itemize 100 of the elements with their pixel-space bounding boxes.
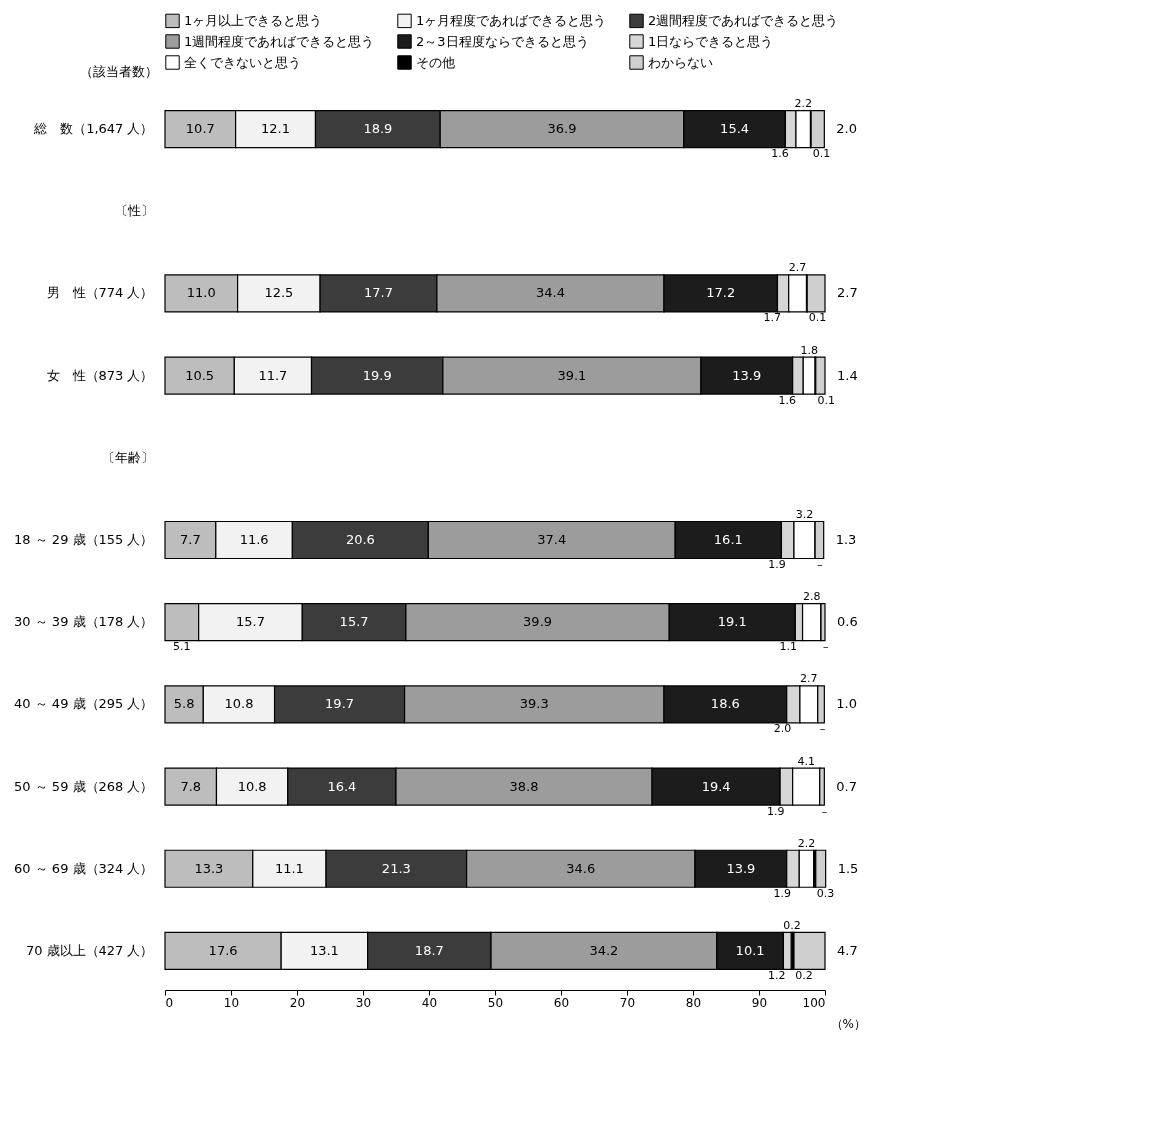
data-label: 15.7 (235, 614, 265, 630)
data-label: 3.2 (795, 508, 814, 521)
data-label: 1.1 (779, 640, 797, 654)
data-label: 21.3 (381, 860, 411, 876)
data-label: 17.2 (706, 285, 736, 301)
data-label: 17.7 (364, 285, 393, 301)
y-tick-label: 18 ～ 29 歳（155 人） (14, 532, 154, 547)
data-label: 0.1 (812, 147, 831, 161)
data-label: 39.9 (523, 614, 553, 630)
data-label: 34.2 (589, 942, 619, 958)
data-label: 1.9 (766, 804, 785, 818)
data-label: – (817, 558, 823, 571)
data-label: 0.1 (817, 393, 835, 407)
data-label: 18.9 (363, 121, 393, 137)
x-tick-label: 100 (802, 995, 826, 1010)
legend-label: わからない (648, 54, 713, 70)
legend-label: 1ヶ月程度であればできると思う (416, 12, 607, 28)
y-tick-label: 〔性〕 (114, 203, 154, 219)
data-label: 10.1 (735, 942, 765, 958)
data-label: 37.4 (537, 532, 567, 547)
x-tick-label: 60 (553, 995, 570, 1010)
data-label: – (821, 804, 828, 818)
data-label: 2.2 (797, 836, 816, 850)
data-label: 0.2 (783, 918, 801, 932)
data-label: 17.6 (208, 942, 238, 958)
data-label: 1.8 (800, 343, 818, 357)
data-label: 4.7 (837, 942, 858, 958)
y-tick-label: 女 性（873 人） (46, 367, 154, 383)
x-tick-label: 10 (223, 995, 240, 1010)
data-label: 4.1 (797, 754, 815, 768)
data-label: 15.7 (339, 614, 369, 630)
data-label: 10.8 (224, 696, 254, 712)
x-tick-label: 90 (751, 995, 768, 1010)
x-axis-title: （%） (830, 1016, 866, 1031)
y-axis-title: （該当者数） (79, 63, 158, 79)
data-label: 1.5 (837, 860, 859, 876)
data-label: 1.7 (763, 311, 782, 325)
data-label: 20.6 (345, 532, 375, 547)
data-label: 16.4 (327, 778, 357, 794)
data-label: 19.9 (362, 367, 392, 383)
data-label: 2.7 (837, 285, 858, 301)
data-label: 1.6 (778, 393, 796, 407)
data-label: 1.3 (835, 532, 857, 547)
y-tick-label: 総 数（1,647 人） (33, 121, 154, 137)
data-label: 34.4 (535, 285, 565, 301)
x-tick-label: 80 (685, 995, 702, 1010)
data-label: 16.1 (713, 532, 743, 547)
data-label: 1.9 (773, 886, 791, 900)
data-label: 7.7 (180, 532, 201, 547)
x-tick-label: 0 (165, 995, 174, 1010)
data-label: 39.3 (519, 696, 549, 712)
data-label: 10.7 (185, 121, 215, 137)
data-label: 38.8 (509, 778, 539, 794)
data-label: 1.4 (837, 367, 858, 383)
data-label: 0.2 (795, 968, 813, 982)
x-tick-label: 30 (355, 995, 372, 1010)
data-label: 11.1 (274, 860, 304, 876)
data-label: 0.1 (808, 311, 827, 325)
data-label: 11.6 (239, 532, 269, 547)
data-label: 5.8 (173, 696, 195, 712)
data-label: 13.9 (732, 367, 762, 383)
data-label: 1.2 (767, 968, 786, 982)
y-tick-label: 70 歳以上（427 人） (25, 942, 154, 958)
data-label: – (819, 722, 826, 736)
x-tick-label: 20 (289, 995, 306, 1010)
x-tick-label: 50 (487, 995, 504, 1010)
data-label: 2.7 (800, 672, 818, 686)
data-label: – (823, 640, 829, 654)
data-label: 2.2 (794, 97, 812, 111)
data-label: 12.5 (264, 285, 294, 301)
data-label: 5.1 (173, 640, 191, 654)
legend-label: 1ヶ月以上できると思う (184, 12, 323, 28)
data-label: 10.5 (185, 367, 215, 383)
data-label: 13.3 (194, 860, 224, 876)
data-label: 0.7 (836, 778, 858, 794)
legend-label: 1週間程度であればできると思う (184, 33, 375, 49)
data-label: 18.7 (414, 942, 444, 958)
data-label: 18.6 (710, 696, 740, 712)
legend-label: 全くできないと思う (184, 54, 301, 70)
data-label: 2.7 (788, 261, 807, 275)
data-label: 13.9 (726, 860, 756, 876)
data-label: 13.1 (309, 942, 339, 958)
data-label: 10.8 (237, 778, 267, 794)
legend-label: 2～3日程度ならできると思う (416, 33, 589, 49)
data-label: 19.7 (325, 696, 355, 712)
data-label: 11.0 (186, 285, 216, 301)
y-tick-label: 男 性（774 人） (46, 285, 154, 301)
data-label: 7.8 (180, 778, 202, 794)
data-label: 19.1 (717, 614, 747, 630)
data-label: 2.0 (773, 722, 792, 736)
legend-label: その他 (416, 54, 455, 70)
data-label: 12.1 (261, 121, 291, 137)
data-label: 1.6 (771, 147, 789, 161)
data-label: 2.0 (836, 121, 858, 137)
data-label: 0.6 (837, 614, 858, 630)
x-tick-label: 40 (421, 995, 438, 1010)
data-label: 11.7 (258, 367, 288, 383)
data-label: 39.1 (557, 367, 587, 383)
data-label: 19.4 (701, 778, 731, 794)
data-label: 1.0 (836, 696, 858, 712)
